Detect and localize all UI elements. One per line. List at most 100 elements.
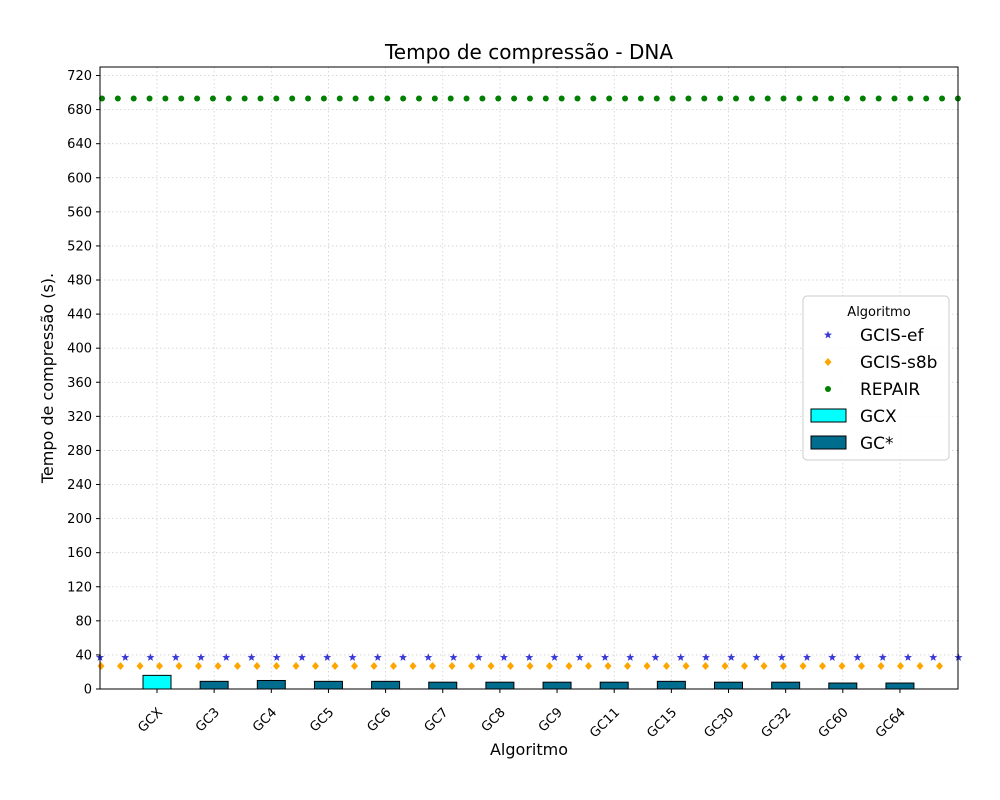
marker-repair (558, 95, 565, 102)
marker-gcis-s8b (702, 661, 709, 670)
marker-repair (178, 95, 185, 102)
chart-title: Tempo de compressão - DNA (384, 40, 673, 64)
marker-repair (733, 95, 739, 102)
marker-repair (511, 95, 518, 102)
x-tick-label: GC11 (587, 705, 623, 741)
marker-gcis-ef (197, 653, 205, 661)
marker-repair (939, 95, 946, 102)
x-tick-label: GC6 (364, 705, 394, 735)
marker-repair (384, 95, 391, 102)
marker-repair (748, 95, 755, 102)
legend-swatch-gc* (810, 435, 847, 450)
marker-gcis-s8b (409, 661, 417, 670)
x-tick-label: GC3 (193, 705, 223, 735)
bar-gc3 (199, 680, 229, 690)
marker-repair (352, 95, 359, 102)
y-axis-ticks: 0 40 80 120 160 200 240 280 320 360 400 440 480 520 56… (67, 69, 100, 698)
marker-repair (875, 95, 882, 102)
marker-gcis-s8b (370, 661, 378, 670)
legend-label-gcx: GCX (860, 407, 897, 427)
plot-frame (99, 66, 959, 690)
grid-lines (100, 67, 958, 690)
marker-gcis-ef (651, 653, 660, 661)
marker-gcis-ef (853, 653, 862, 661)
marker-gcis-s8b (507, 661, 514, 670)
marker-gcis-s8b (487, 661, 495, 670)
marker-repair (859, 95, 866, 102)
marker-gcis-s8b (877, 661, 885, 670)
marker-repair (225, 95, 232, 102)
legend: Algoritmo GCIS-ef GCIS-s8b REPAIR GCX GC* (802, 295, 950, 461)
y-tick-label: 280 (67, 444, 92, 459)
marker-gcis-s8b (312, 661, 319, 670)
x-tick-label: GC15 (644, 705, 680, 741)
bar-gc15 (656, 680, 686, 690)
x-tick-label: GC30 (701, 705, 737, 741)
marker-gcis-ef (803, 653, 811, 661)
marker-gcis-s8b (117, 661, 124, 670)
marker-repair (812, 95, 819, 102)
marker-gcis-ef (121, 653, 130, 661)
bar-gc6 (371, 680, 401, 690)
bar-gc5 (313, 680, 343, 690)
marker-repair (209, 95, 216, 102)
y-tick-label: 560 (67, 205, 92, 220)
marker-gcis-s8b (546, 661, 553, 670)
marker-repair (685, 95, 692, 102)
y-tick-label: 680 (67, 103, 92, 118)
legend-label-gcis-s8b: GCIS-s8b (860, 353, 937, 373)
marker-gcis-ef (525, 653, 534, 661)
marker-gcis-s8b (604, 661, 612, 670)
y-tick-label: 600 (67, 171, 92, 186)
marker-repair (495, 95, 502, 102)
marker-gcis-s8b (624, 661, 631, 670)
marker-gcis-ef (298, 653, 306, 661)
marker-gcis-ef (777, 653, 786, 661)
marker-gcis-s8b (936, 661, 943, 670)
bar-gc9 (542, 681, 572, 690)
marker-repair (447, 95, 454, 102)
y-tick-label: 640 (67, 137, 92, 152)
x-axis-title: Algoritmo (490, 740, 568, 759)
marker-repair (526, 95, 533, 102)
bar-gc64 (885, 682, 915, 690)
marker-gcis-s8b (643, 661, 651, 670)
marker-gcis-ef (373, 653, 382, 661)
bar-gcx (142, 674, 172, 690)
marker-gcis-ef (550, 653, 559, 661)
y-axis-title: Tempo de compressão (s). (38, 273, 57, 484)
marker-repair (590, 95, 597, 102)
marker-repair (637, 95, 644, 102)
marker-gcis-s8b (916, 661, 924, 670)
marker-gcis-s8b (838, 661, 846, 670)
legend-swatch-gcis-ef (824, 330, 832, 339)
marker-gcis-s8b (156, 661, 163, 670)
marker-repair (273, 95, 280, 102)
marker-gcis-ef (601, 653, 609, 661)
legend-swatch-gcis-s8b (824, 358, 832, 366)
bar-gc4 (256, 679, 286, 690)
marker-gcis-ef (171, 653, 180, 661)
marker-gcis-s8b (663, 661, 670, 670)
marker-repair (891, 95, 898, 102)
marker-gcis-ef (323, 653, 332, 661)
marker-repair (146, 95, 153, 102)
marker-gcis-s8b (429, 661, 436, 670)
marker-gcis-ef (575, 653, 584, 661)
marker-repair (320, 95, 327, 102)
x-tick-label: GC9 (536, 705, 566, 735)
x-tick-label: GC64 (873, 705, 909, 741)
marker-repair (843, 95, 850, 102)
x-axis-ticks: GCX GC3 GC4 GC5 GC6 GC7 GC8 GC9 GC11 GC15 GC30 GC32… (135, 689, 909, 741)
marker-gcis-s8b (97, 661, 105, 670)
bars (142, 674, 915, 690)
marker-gcis-ef (904, 653, 912, 661)
x-tick-label: GC8 (479, 705, 509, 735)
marker-repair (622, 95, 629, 102)
x-tick-label: GCX (135, 705, 166, 736)
x-tick-label: GC60 (816, 705, 852, 741)
marker-gcis-s8b (585, 661, 592, 670)
marker-gcis-s8b (351, 661, 358, 670)
reference-markers (96, 95, 963, 670)
marker-repair (400, 95, 407, 102)
